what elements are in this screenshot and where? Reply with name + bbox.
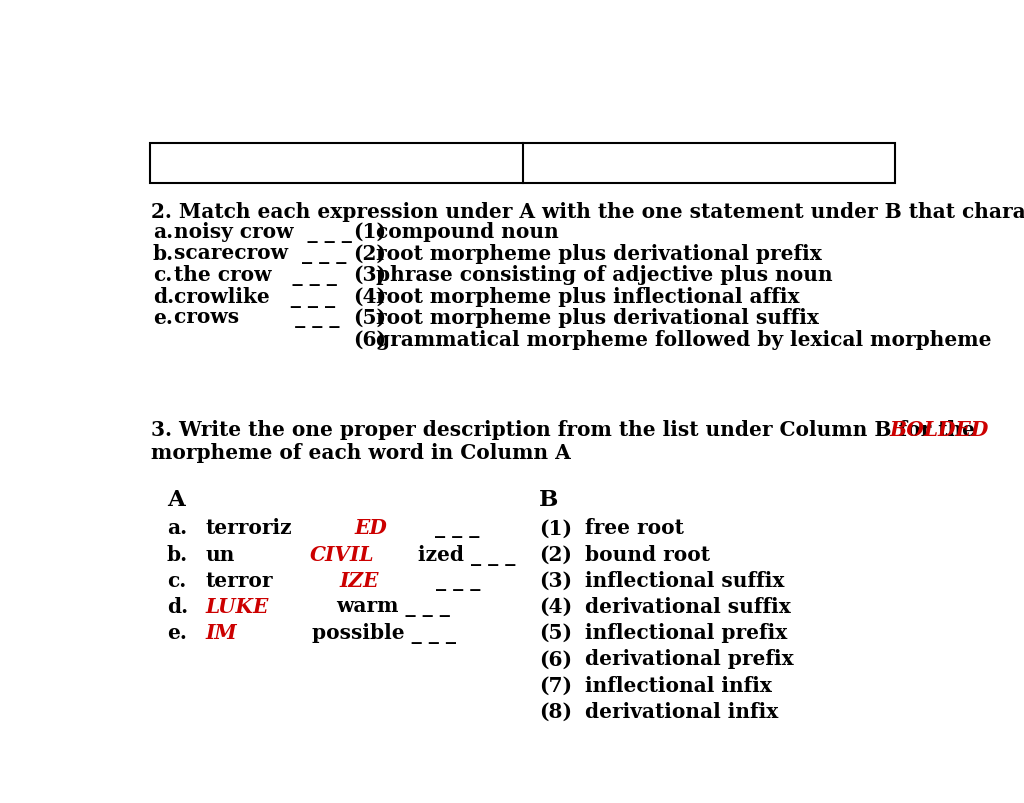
Text: grammatical morpheme followed by lexical morpheme: grammatical morpheme followed by lexical… <box>376 329 991 349</box>
Text: free root: free root <box>586 518 684 538</box>
Text: (6): (6) <box>539 649 571 669</box>
Text: phrase consisting of adjective plus noun: phrase consisting of adjective plus noun <box>376 265 833 285</box>
Text: 3. Write the one proper description from the list under Column B for the: 3. Write the one proper description from… <box>152 419 982 439</box>
Text: b.: b. <box>167 544 187 564</box>
Text: a.: a. <box>153 222 173 242</box>
Text: root morpheme plus derivational prefix: root morpheme plus derivational prefix <box>376 243 821 263</box>
Text: morpheme of each word in Column A: morpheme of each word in Column A <box>152 442 571 463</box>
Text: c.: c. <box>153 265 172 285</box>
Text: d.: d. <box>167 597 187 616</box>
Text: a.: a. <box>167 518 186 538</box>
Text: (4): (4) <box>539 597 571 616</box>
Text: BOLDED: BOLDED <box>889 419 988 439</box>
Text: warm _ _ _: warm _ _ _ <box>336 597 451 616</box>
Text: inflectional suffix: inflectional suffix <box>586 570 784 590</box>
Text: possible _ _ _: possible _ _ _ <box>311 622 456 643</box>
Text: terror: terror <box>206 570 273 590</box>
Text: noisy crow  _ _ _: noisy crow _ _ _ <box>174 222 352 243</box>
Bar <box>150 144 895 184</box>
Text: inflectional infix: inflectional infix <box>586 675 772 695</box>
Text: LUKE: LUKE <box>206 597 269 616</box>
Text: terroriz: terroriz <box>206 518 292 538</box>
Text: CIVIL: CIVIL <box>310 544 375 564</box>
Text: e.: e. <box>153 308 173 328</box>
Text: (7): (7) <box>539 675 571 695</box>
Text: (3): (3) <box>539 570 571 590</box>
Text: (5): (5) <box>539 622 571 642</box>
Text: inflectional prefix: inflectional prefix <box>586 622 787 642</box>
Text: the crow   _ _ _: the crow _ _ _ <box>174 265 337 286</box>
Text: (8): (8) <box>539 701 571 721</box>
Text: _ _ _: _ _ _ <box>422 570 480 590</box>
Text: A: A <box>167 488 184 511</box>
Text: scarecrow  _ _ _: scarecrow _ _ _ <box>174 243 347 263</box>
Text: compound noun: compound noun <box>376 222 559 242</box>
Text: derivational infix: derivational infix <box>586 701 778 721</box>
Text: (1): (1) <box>539 518 571 538</box>
Text: derivational prefix: derivational prefix <box>586 649 794 669</box>
Text: (2): (2) <box>539 544 571 564</box>
Text: (5): (5) <box>352 308 386 328</box>
Text: crowlike   _ _ _: crowlike _ _ _ <box>174 287 336 308</box>
Text: b.: b. <box>153 243 174 263</box>
Text: un: un <box>206 544 234 564</box>
Text: e.: e. <box>167 622 186 642</box>
Text: 2. Match each expression under A with the one statement under B that characteriz: 2. Match each expression under A with th… <box>152 202 1024 222</box>
Text: IM: IM <box>206 622 238 642</box>
Text: crows        _ _ _: crows _ _ _ <box>174 308 340 328</box>
Text: ized _ _ _: ized _ _ _ <box>418 544 516 565</box>
Text: d.: d. <box>153 287 174 306</box>
Text: IZE: IZE <box>340 570 379 590</box>
Text: (1): (1) <box>352 222 386 242</box>
Text: derivational suffix: derivational suffix <box>586 597 791 616</box>
Text: bound root: bound root <box>586 544 711 564</box>
Text: (4): (4) <box>352 287 386 306</box>
Text: ED: ED <box>354 518 387 538</box>
Text: (2): (2) <box>352 243 386 263</box>
Text: _ _ _: _ _ _ <box>428 518 479 538</box>
Text: (6): (6) <box>352 329 386 349</box>
Text: c.: c. <box>167 570 186 590</box>
Text: root morpheme plus inflectional affix: root morpheme plus inflectional affix <box>376 287 800 306</box>
Text: B: B <box>539 488 558 511</box>
Text: root morpheme plus derivational suffix: root morpheme plus derivational suffix <box>376 308 819 328</box>
Text: (3): (3) <box>352 265 386 285</box>
